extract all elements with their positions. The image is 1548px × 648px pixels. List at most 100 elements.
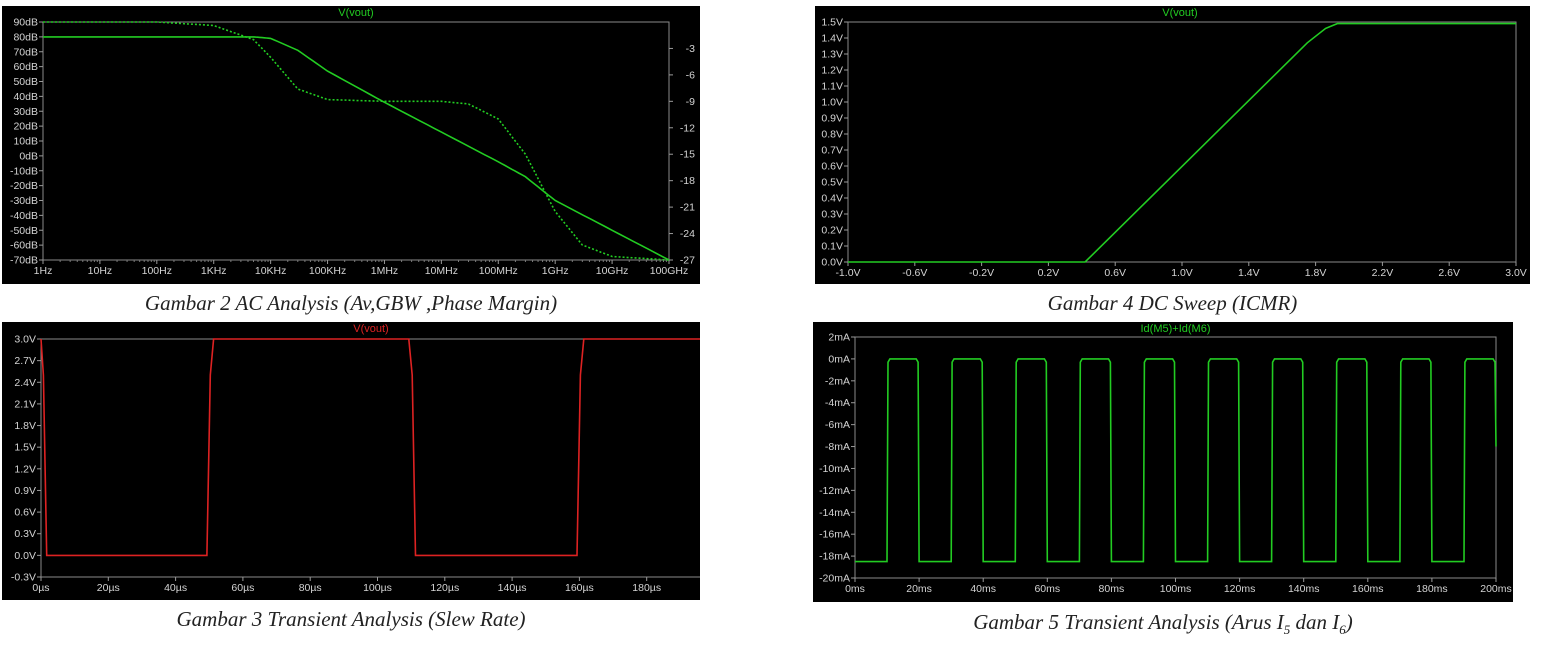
y-axis-tick-label: 0.9V [14, 485, 36, 497]
y-axis-tick-label: -70dB [10, 255, 38, 267]
x-axis-tick-label: 160ms [1352, 583, 1384, 595]
y-axis-tick-label: -10mA [819, 463, 850, 475]
x-axis-tick-label: 100Hz [142, 265, 172, 277]
transient-slew-plot: V(vout) 3.0V 2.7V 2.4V 2.1V 1.8V 1.5V 1.2V 0.9V 0… [2, 322, 700, 600]
y-axis-tick-label: -60dB [10, 240, 38, 252]
x-axis-tick-label: 200ms [1480, 583, 1512, 595]
x-axis-tick-label: 40ms [970, 583, 996, 595]
chart-title: V(vout) [353, 323, 388, 335]
y-axis-tick-label: -20mA [819, 573, 850, 585]
x-axis-tick-label: 1.8V [1305, 267, 1327, 279]
y-axis-tick-label: -10dB [10, 165, 38, 177]
y-axis-tick-label: 0.0V [14, 550, 36, 562]
x-axis-tick-label: 1Hz [34, 265, 53, 277]
x-axis-tick-label: 20ms [906, 583, 932, 595]
caption-text-prefix: Gambar 5 Transient Analysis (Arus I [973, 610, 1284, 634]
vout-dc-series [848, 22, 1516, 263]
chart-title: Id(M5)+Id(M6) [1141, 323, 1211, 335]
x-axis-tick-label: 120ms [1224, 583, 1256, 595]
y-axis-tick-label: 0dB [19, 150, 38, 162]
y-axis-tick-label: 80dB [13, 31, 38, 43]
current-sum-series [855, 358, 1497, 563]
x-axis-tick-label: 100ms [1160, 583, 1192, 595]
ac-analysis-chart: V(vout) 90dB 80dB 70dB 60dB 50dB 40dB 30dB 20dB 1… [10, 7, 695, 277]
y-axis-tick-label: 1.5V [821, 17, 843, 29]
y-axis-tick-label: -0.3V [11, 572, 36, 584]
x-axis-tick-label: 60ms [1034, 583, 1060, 595]
plot-frame [847, 21, 1517, 263]
x-axis-tick-label: 3.0V [1505, 267, 1527, 279]
y-axis-tick-label: 2.4V [14, 377, 36, 389]
y-axis-tick-label: 2mA [828, 332, 850, 344]
x-axis-tick-label: 40µs [164, 582, 187, 594]
caption-subscript-5: 5 [1283, 622, 1291, 638]
x-axis-tick-label: -0.2V [969, 267, 994, 279]
y-axis-tick-label: 0.6V [14, 507, 36, 519]
y-axis-tick-label: 1.2V [821, 65, 843, 77]
y2-axis-tick-label: -15 [680, 149, 695, 161]
x-axis-tick-label: 160µs [565, 582, 594, 594]
y-axis-tick-label: -50dB [10, 225, 38, 237]
y-axis-tick-label: -12mA [819, 485, 850, 497]
y-axis-tick-label: 90dB [13, 17, 38, 29]
x-axis-tick-label: 140ms [1288, 583, 1320, 595]
x-axis-tick-label: 10KHz [255, 265, 287, 277]
y-axis-tick-label: 10dB [13, 136, 38, 148]
x-axis-tick-label: -1.0V [835, 267, 860, 279]
y-axis-tick-label: 2.1V [14, 398, 36, 410]
x-axis-tick-label: 10GHz [596, 265, 629, 277]
x-axis-tick-label: 100µs [363, 582, 392, 594]
y-axis-tick-label: -30dB [10, 195, 38, 207]
transient-current-plot: Id(M5)+Id(M6) 2mA 0mA -2mA -4mA -6mA -8mA -10mA… [813, 322, 1513, 602]
x-axis-tick-label: 0µs [32, 582, 49, 594]
transient-current-caption: Gambar 5 Transient Analysis (Arus I5 dan… [813, 610, 1513, 638]
y-axis-tick-label: 50dB [13, 76, 38, 88]
x-axis-tick-label: 140µs [498, 582, 527, 594]
y-axis-tick-label: -4mA [825, 397, 850, 409]
x-axis-tick-label: 100MHz [479, 265, 518, 277]
y-axis-tick-label: 40dB [13, 91, 38, 103]
dc-sweep-plot: V(vout) 1.5V 1.4V 1.3V 1.2V 1.1V 1.0V 0.9V 0.8V 0… [815, 6, 1530, 284]
x-axis-tick-label: 80ms [1099, 583, 1125, 595]
x-axis-tick-label: 10MHz [425, 265, 458, 277]
transient-slew-caption: Gambar 3 Transient Analysis (Slew Rate) [176, 607, 526, 631]
x-axis-tick-label: 60µs [231, 582, 254, 594]
y-axis-tick-label: 0.8V [821, 129, 843, 141]
y-axis-tick-label: 70dB [13, 46, 38, 58]
dc-sweep-chart: V(vout) 1.5V 1.4V 1.3V 1.2V 1.1V 1.0V 0.9V 0.8V 0… [821, 7, 1527, 279]
y-axis-tick-label: -40dB [10, 210, 38, 222]
y-axis-tick-label: -6mA [825, 419, 850, 431]
y-axis-tick-label: 0.6V [821, 161, 843, 173]
y-axis-tick-label: 3.0V [14, 334, 36, 346]
y-axis-tick-label: -16mA [819, 529, 850, 541]
y-axis-tick-label: 0.2V [821, 225, 843, 237]
x-axis-tick-label: 1GHz [542, 265, 569, 277]
phase-series [43, 21, 670, 261]
y-axis-tick-label: -2mA [825, 375, 850, 387]
y-axis-tick-label: 2.7V [14, 355, 36, 367]
y-axis-tick-label: 0.3V [821, 209, 843, 221]
y-axis-tick-label: -20dB [10, 180, 38, 192]
y-axis-tick-label: 1.1V [821, 81, 843, 93]
transient-slew-chart: V(vout) 3.0V 2.7V 2.4V 2.1V 1.8V 1.5V 1.2V 0.9V 0… [11, 323, 700, 594]
y-axis-tick-label: 30dB [13, 106, 38, 118]
y-axis-tick-label: 1.2V [14, 463, 36, 475]
x-axis-tick-label: 0.2V [1038, 267, 1060, 279]
chart-title: V(vout) [1162, 7, 1197, 19]
y2-axis-tick-label: -12 [680, 122, 695, 134]
caption-text-mid: dan I [1290, 610, 1340, 634]
x-axis-tick-label: 2.6V [1438, 267, 1460, 279]
x-axis-tick-label: 180ms [1416, 583, 1448, 595]
y-axis-tick-label: 0.3V [14, 528, 36, 540]
x-axis-tick-label: 10Hz [88, 265, 113, 277]
y-axis-tick-label: 0.4V [821, 193, 843, 205]
x-axis-tick-label: 1.0V [1171, 267, 1193, 279]
gain-magnitude-series [43, 36, 670, 261]
y2-axis-tick-label: -6 [686, 69, 695, 81]
caption-subscript-6: 6 [1339, 622, 1346, 638]
y-axis-tick-label: -14mA [819, 507, 850, 519]
x-axis-tick-label: 2.2V [1372, 267, 1394, 279]
y-axis-tick-label: 1.0V [821, 97, 843, 109]
plot-frame [40, 338, 700, 578]
x-axis-tick-label: 180µs [632, 582, 661, 594]
